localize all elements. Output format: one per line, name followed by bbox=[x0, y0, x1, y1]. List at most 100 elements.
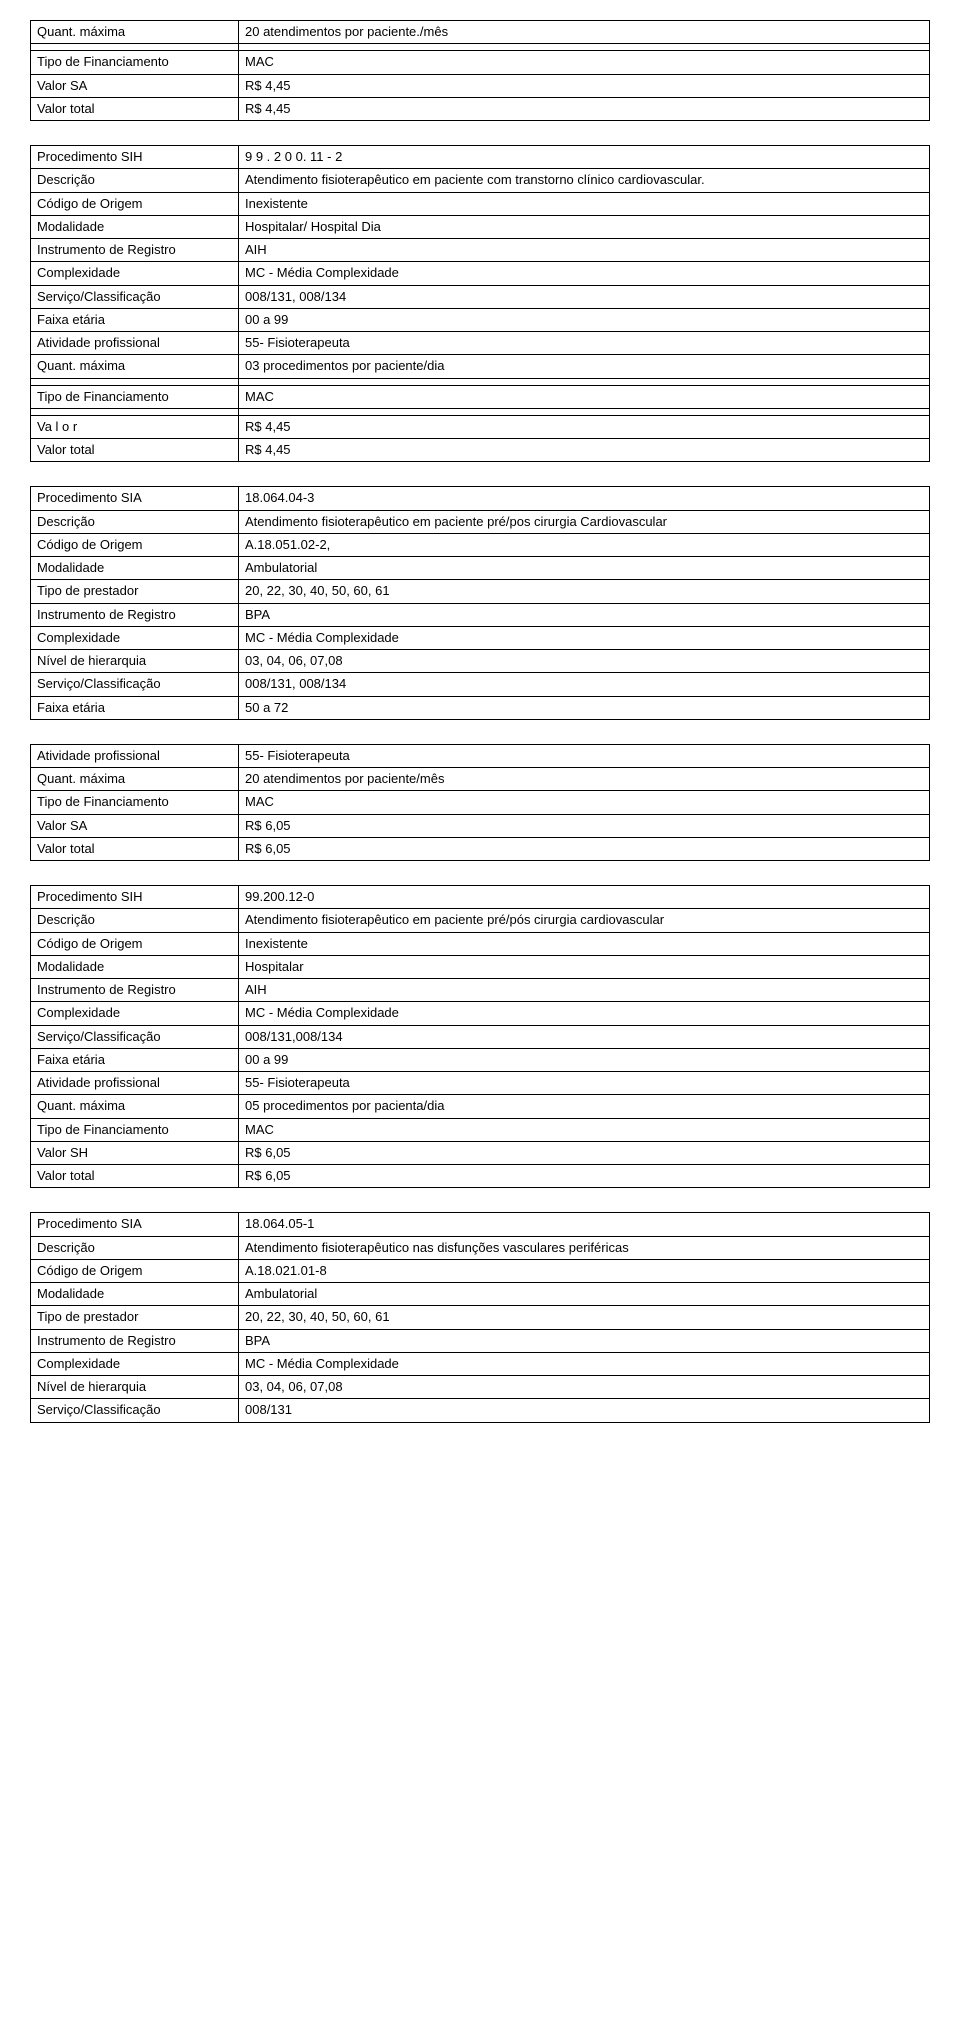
table-row: Atividade profissional55- Fisioterapeuta bbox=[31, 332, 930, 355]
cell-value: MAC bbox=[239, 791, 930, 814]
table-row: Va l o rR$ 4,45 bbox=[31, 415, 930, 438]
cell-value: MC - Média Complexidade bbox=[239, 1352, 930, 1375]
cell-value: 00 a 99 bbox=[239, 308, 930, 331]
cell-value: Inexistente bbox=[239, 192, 930, 215]
cell-label: Serviço/Classificação bbox=[31, 673, 239, 696]
cell-label: Valor total bbox=[31, 837, 239, 860]
table-2: Procedimento SIH9 9 . 2 0 0. 11 - 2 Desc… bbox=[30, 145, 930, 462]
table-row: DescriçãoAtendimento fisioterapêutico em… bbox=[31, 909, 930, 932]
table-row: DescriçãoAtendimento fisioterapêutico em… bbox=[31, 510, 930, 533]
cell-label: Tipo de Financiamento bbox=[31, 51, 239, 74]
cell-label: Descrição bbox=[31, 510, 239, 533]
table-row: Tipo de FinanciamentoMAC bbox=[31, 385, 930, 408]
cell-label: Nível de hierarquia bbox=[31, 650, 239, 673]
table-row: Tipo de FinanciamentoMAC bbox=[31, 1118, 930, 1141]
table-row: Serviço/Classificação008/131 bbox=[31, 1399, 930, 1422]
table-row: Quant. máxima05 procedimentos por pacien… bbox=[31, 1095, 930, 1118]
cell-label: Tipo de Financiamento bbox=[31, 385, 239, 408]
table-row: ComplexidadeMC - Média Complexidade bbox=[31, 1352, 930, 1375]
cell-label: Nível de hierarquia bbox=[31, 1376, 239, 1399]
table-row: Procedimento SIH99.200.12-0 bbox=[31, 886, 930, 909]
cell-label: Código de Origem bbox=[31, 192, 239, 215]
cell-label: Procedimento SIA bbox=[31, 1213, 239, 1236]
table-row: Valor SHR$ 6,05 bbox=[31, 1141, 930, 1164]
cell-value: 05 procedimentos por pacienta/dia bbox=[239, 1095, 930, 1118]
cell-label: Instrumento de Registro bbox=[31, 1329, 239, 1352]
cell-label: Complexidade bbox=[31, 262, 239, 285]
cell-value: R$ 6,05 bbox=[239, 1141, 930, 1164]
table-row: Código de OrigemInexistente bbox=[31, 192, 930, 215]
cell-value: R$ 4,45 bbox=[239, 74, 930, 97]
cell-label: Atividade profissional bbox=[31, 332, 239, 355]
cell-value: MC - Média Complexidade bbox=[239, 626, 930, 649]
cell-value: 20 atendimentos por paciente/mês bbox=[239, 768, 930, 791]
cell-value: 9 9 . 2 0 0. 11 - 2 bbox=[239, 146, 930, 169]
cell-label: Procedimento SIH bbox=[31, 146, 239, 169]
table-row: Código de OrigemA.18.021.01-8 bbox=[31, 1259, 930, 1282]
table-row bbox=[31, 44, 930, 51]
cell-label: Quant. máxima bbox=[31, 1095, 239, 1118]
cell-value: A.18.051.02-2, bbox=[239, 533, 930, 556]
cell-value: R$ 4,45 bbox=[239, 439, 930, 462]
table-row: Procedimento SIA18.064.05-1 bbox=[31, 1213, 930, 1236]
table-3: Procedimento SIA18.064.04-3 DescriçãoAte… bbox=[30, 486, 930, 720]
table-row: Atividade profissional55- Fisioterapeuta bbox=[31, 744, 930, 767]
cell-label: Valor total bbox=[31, 1165, 239, 1188]
cell-value: 008/131 bbox=[239, 1399, 930, 1422]
table-row: Valor totalR$ 4,45 bbox=[31, 439, 930, 462]
table-row: Valor SAR$ 6,05 bbox=[31, 814, 930, 837]
cell-value: R$ 6,05 bbox=[239, 837, 930, 860]
table-row: Tipo de FinanciamentoMAC bbox=[31, 791, 930, 814]
cell-value: 50 a 72 bbox=[239, 696, 930, 719]
cell-value: 00 a 99 bbox=[239, 1048, 930, 1071]
cell-label: Faixa etária bbox=[31, 1048, 239, 1071]
table-row: Faixa etária50 a 72 bbox=[31, 696, 930, 719]
cell-label: Modalidade bbox=[31, 955, 239, 978]
cell-value: R$ 4,45 bbox=[239, 97, 930, 120]
table-row: Nível de hierarquia03, 04, 06, 07,08 bbox=[31, 650, 930, 673]
cell-label: Valor SA bbox=[31, 814, 239, 837]
cell-value: 99.200.12-0 bbox=[239, 886, 930, 909]
table-row: ComplexidadeMC - Média Complexidade bbox=[31, 262, 930, 285]
cell-label: Tipo de Financiamento bbox=[31, 791, 239, 814]
cell-label: Modalidade bbox=[31, 557, 239, 580]
cell-value: MAC bbox=[239, 51, 930, 74]
cell-label: Instrumento de Registro bbox=[31, 603, 239, 626]
cell-label: Faixa etária bbox=[31, 308, 239, 331]
table-row: Instrumento de RegistroAIH bbox=[31, 979, 930, 1002]
cell-label bbox=[31, 378, 239, 385]
cell-label: Atividade profissional bbox=[31, 1072, 239, 1095]
cell-value: 008/131,008/134 bbox=[239, 1025, 930, 1048]
cell-value: 20, 22, 30, 40, 50, 60, 61 bbox=[239, 1306, 930, 1329]
cell-value: Atendimento fisioterapêutico nas disfunç… bbox=[239, 1236, 930, 1259]
cell-label: Modalidade bbox=[31, 1283, 239, 1306]
cell-value: Atendimento fisioterapêutico em paciente… bbox=[239, 169, 930, 192]
table-row: ModalidadeHospitalar/ Hospital Dia bbox=[31, 215, 930, 238]
table-row: Valor totalR$ 6,05 bbox=[31, 837, 930, 860]
table-row: Procedimento SIA18.064.04-3 bbox=[31, 487, 930, 510]
cell-label: Código de Origem bbox=[31, 1259, 239, 1282]
cell-value: MAC bbox=[239, 385, 930, 408]
cell-label: Tipo de Financiamento bbox=[31, 1118, 239, 1141]
cell-label bbox=[31, 408, 239, 415]
cell-value: 03, 04, 06, 07,08 bbox=[239, 1376, 930, 1399]
table-5: Procedimento SIH99.200.12-0 DescriçãoAte… bbox=[30, 885, 930, 1188]
cell-value: 55- Fisioterapeuta bbox=[239, 1072, 930, 1095]
table-row: Valor totalR$ 4,45 bbox=[31, 97, 930, 120]
cell-label: Serviço/Classificação bbox=[31, 285, 239, 308]
cell-label: Quant. máxima bbox=[31, 21, 239, 44]
cell-label: Valor SH bbox=[31, 1141, 239, 1164]
table-row: Código de OrigemA.18.051.02-2, bbox=[31, 533, 930, 556]
cell-value: 55- Fisioterapeuta bbox=[239, 332, 930, 355]
cell-label: Complexidade bbox=[31, 626, 239, 649]
cell-label: Atividade profissional bbox=[31, 744, 239, 767]
table-row: Faixa etária00 a 99 bbox=[31, 1048, 930, 1071]
table-row bbox=[31, 408, 930, 415]
cell-value: 18.064.04-3 bbox=[239, 487, 930, 510]
cell-label: Descrição bbox=[31, 909, 239, 932]
cell-label: Quant. máxima bbox=[31, 355, 239, 378]
cell-value: Inexistente bbox=[239, 932, 930, 955]
cell-label: Modalidade bbox=[31, 215, 239, 238]
table-row: ModalidadeHospitalar bbox=[31, 955, 930, 978]
table-row: Tipo de FinanciamentoMAC bbox=[31, 51, 930, 74]
